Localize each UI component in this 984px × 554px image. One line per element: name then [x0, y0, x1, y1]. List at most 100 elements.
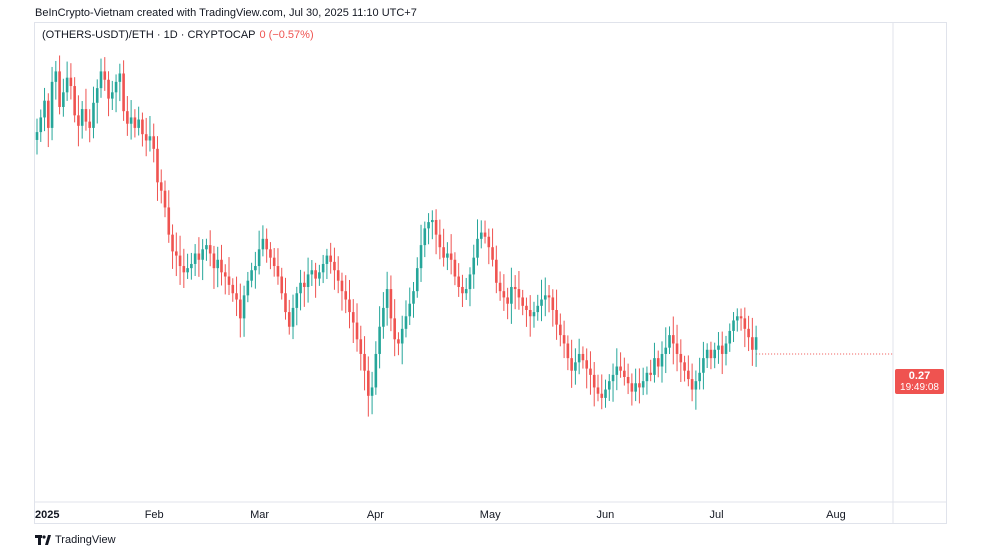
candle-body: [502, 291, 506, 298]
candle-body: [611, 374, 615, 382]
candle-body: [683, 362, 686, 371]
candle-body: [182, 266, 186, 273]
candle-body: [239, 299, 242, 319]
candle-body: [476, 238, 479, 258]
candle-body: [295, 293, 299, 308]
candle-body: [325, 255, 329, 264]
candle-body: [261, 238, 265, 250]
candle-body: [423, 228, 427, 246]
chart-frame: [34, 22, 947, 524]
candle-body: [540, 299, 543, 306]
candle-body: [336, 270, 340, 281]
candle-body: [212, 253, 216, 269]
candle-body: [280, 276, 284, 294]
candle-body: [152, 136, 156, 149]
candle-body: [408, 303, 412, 317]
symbol-legend[interactable]: (OTHERS-USDT)/ETH · 1D · CRYPTOCAP 0 (−0.…: [42, 29, 314, 41]
candle-body: [205, 245, 208, 250]
candle-body: [495, 259, 498, 283]
candle-body: [438, 234, 442, 248]
candle-body: [724, 343, 728, 354]
candle-body: [427, 222, 430, 229]
candle-body: [491, 247, 494, 260]
candle-body: [604, 389, 607, 398]
candle-body: [291, 307, 295, 327]
candle-body: [389, 289, 393, 319]
candle-body: [660, 353, 664, 367]
candle-body: [363, 353, 366, 371]
candle-body: [216, 259, 220, 269]
candle-body: [299, 282, 302, 294]
candle-body: [73, 86, 76, 116]
candle-body: [306, 274, 310, 287]
candle-body: [201, 249, 204, 260]
candle-body: [574, 362, 577, 371]
candle-body: [99, 71, 103, 89]
candle-body: [434, 220, 438, 235]
candle-body: [77, 115, 80, 126]
candle-body: [378, 326, 381, 354]
candle-body: [254, 266, 257, 271]
candle-body: [619, 366, 622, 371]
candle-body: [276, 266, 280, 277]
candle-body: [374, 353, 378, 388]
candle-body: [163, 190, 167, 208]
candle-body: [596, 387, 600, 394]
candle-body: [220, 259, 223, 273]
candle-body: [442, 247, 445, 258]
last-price: 0.27: [908, 370, 931, 382]
candle-body: [412, 291, 415, 304]
candle-body: [431, 220, 434, 223]
candle-body: [103, 71, 107, 80]
time-axis-label: Apr: [366, 509, 384, 521]
candle-body: [747, 328, 750, 338]
candle-body: [675, 343, 679, 354]
candle-body: [581, 353, 585, 361]
candle-body: [547, 295, 551, 298]
candle-body: [483, 232, 487, 237]
candle-body: [728, 330, 732, 344]
bar-countdown: 19:49:08: [900, 382, 939, 393]
candle-body: [340, 280, 344, 292]
candle-body: [732, 320, 735, 331]
last-price-tag: 0.27 19:49:08: [895, 369, 944, 394]
candle-body: [190, 263, 193, 269]
candle-body: [702, 358, 705, 373]
candle-body: [679, 353, 683, 363]
time-axis-label: Feb: [144, 509, 164, 521]
candle-body: [468, 274, 472, 290]
candle-body: [532, 312, 536, 317]
candle-body: [600, 393, 604, 398]
footer-brand[interactable]: TradingView: [35, 534, 116, 546]
candle-body: [159, 182, 163, 191]
candle-body: [133, 117, 137, 128]
footer-brand-name: TradingView: [55, 534, 116, 546]
candle-body: [269, 249, 272, 258]
candle-body: [664, 347, 668, 354]
candle-body: [559, 324, 562, 336]
candle-body: [464, 289, 468, 294]
candle-body: [303, 282, 306, 287]
tradingview-logo-icon: [35, 535, 51, 545]
candle-body: [197, 253, 201, 260]
candle-body: [566, 343, 570, 359]
candle-body: [227, 276, 231, 285]
candle-body: [449, 253, 453, 260]
candle-body: [92, 102, 95, 128]
candle-body: [419, 245, 423, 269]
candle-body: [46, 100, 50, 128]
candle-body: [630, 383, 634, 392]
candle-body: [58, 71, 61, 107]
time-axis-label: 2025: [35, 509, 60, 521]
candle-body: [720, 345, 724, 354]
candle-body: [382, 307, 385, 327]
candle-body: [118, 73, 122, 82]
candle-body: [751, 337, 754, 350]
candle-body: [562, 335, 566, 344]
symbol-name: (OTHERS-USDT)/ETH · 1D · CRYPTOCAP: [42, 29, 256, 41]
candle-body: [156, 148, 159, 183]
candle-body: [694, 381, 698, 390]
candle-body: [634, 383, 637, 392]
candle-body: [80, 109, 84, 126]
